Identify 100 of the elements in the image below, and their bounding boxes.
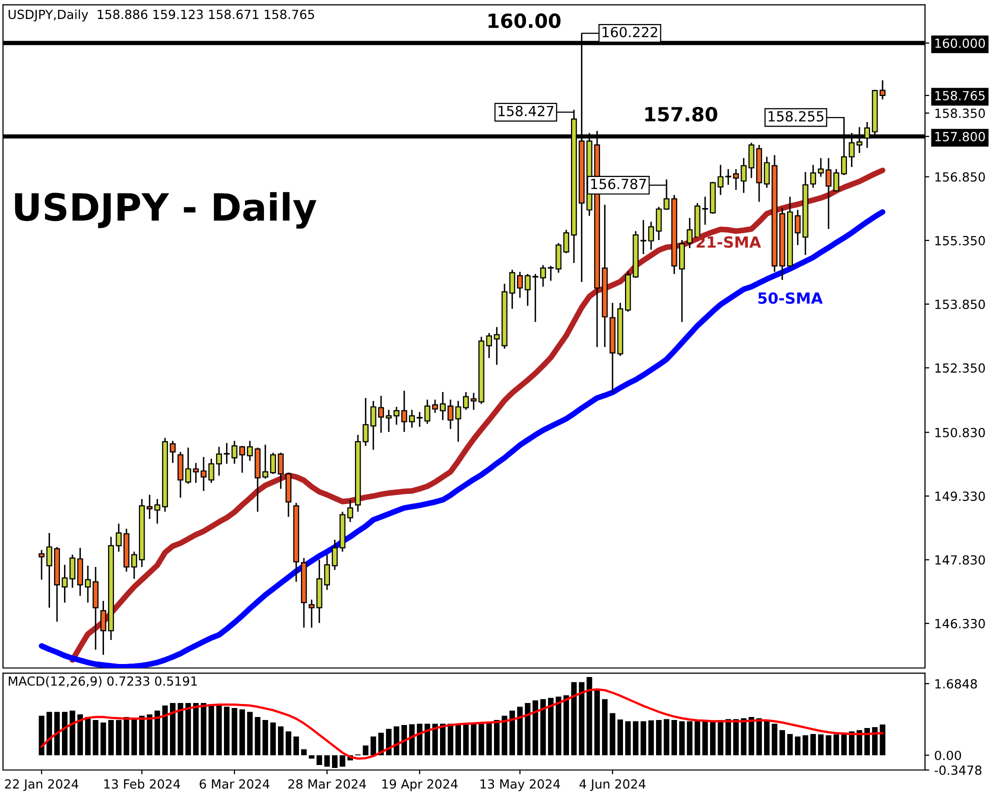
bar (208, 704, 214, 756)
bar (146, 714, 152, 756)
candlestick (455, 400, 462, 442)
y-tick-label: 153.850 (935, 300, 985, 310)
bar (818, 734, 824, 756)
bar (733, 719, 739, 756)
bar (524, 702, 530, 756)
x-tick-label: 4 Jun 2024 (580, 779, 646, 792)
y-tick-label: 160.000 (935, 38, 985, 48)
bar (247, 712, 253, 756)
y-tick-label: 1.6848 (935, 679, 977, 689)
bar (594, 688, 600, 756)
bar (664, 719, 670, 756)
bar (486, 722, 492, 756)
candlestick (100, 600, 106, 656)
y-tick-label: 0.00 (934, 750, 962, 760)
bar (154, 710, 160, 756)
bar (324, 755, 330, 767)
y-tick-label: 152.350 (935, 363, 985, 373)
bar (77, 714, 83, 756)
bar (632, 721, 638, 756)
legend-label: 160.00 (488, 13, 561, 28)
bar (254, 716, 260, 756)
bar (286, 731, 292, 756)
bar (826, 735, 832, 756)
y-tick-label: 150.830 (935, 428, 985, 438)
x-tick-label: 13 Feb 2024 (104, 779, 180, 789)
candlestick (332, 539, 338, 571)
chart-title: MACD(12,26,9) 0.7233 0.5191 (8, 676, 197, 688)
series-label: 50-SMA (758, 292, 823, 304)
bar (92, 720, 98, 756)
bar (517, 706, 523, 756)
bar (239, 709, 245, 756)
bar (779, 730, 786, 756)
candlestick (401, 390, 408, 433)
candlestick (448, 398, 454, 430)
candlestick (46, 532, 52, 608)
annotation: 156.787 (591, 178, 646, 190)
bar (772, 724, 778, 756)
bar (748, 716, 754, 756)
bar (278, 726, 284, 756)
candlestick (308, 598, 315, 628)
bar (617, 720, 624, 756)
bar (810, 734, 816, 756)
bar (718, 720, 724, 756)
series-label: 21-SMA (696, 236, 761, 248)
bar (394, 726, 400, 756)
line-series (40, 688, 884, 760)
bar (448, 724, 454, 756)
candlestick (440, 391, 446, 421)
bar (602, 699, 608, 756)
bar (578, 682, 584, 756)
annotation: 158.427 (498, 106, 554, 116)
chart-title: USDJPY,Daily 158.886 159.123 158.671 158.765 (8, 9, 314, 22)
ref-line-label: 157.80 (645, 106, 718, 122)
bar (686, 721, 692, 756)
annotation: 158.255 (768, 111, 824, 122)
bar (193, 702, 199, 756)
bar (85, 716, 91, 756)
bar (424, 724, 430, 756)
bar (108, 720, 114, 756)
bar (440, 724, 446, 756)
bar (301, 749, 307, 756)
bar (200, 702, 206, 756)
bar (370, 736, 376, 756)
candlestick (556, 242, 562, 274)
y-tick-label: 158.350 (935, 108, 985, 118)
candlestick (386, 409, 392, 433)
bar (308, 755, 314, 759)
bar (502, 716, 508, 756)
x-tick-label: 19 Apr 2024 (382, 779, 458, 792)
x-tick-label: 13 May 2024 (480, 779, 560, 792)
bar (38, 716, 44, 756)
y-tick-label: 157.800 (935, 132, 985, 142)
bar (880, 724, 886, 756)
bar (787, 734, 793, 756)
bar (470, 724, 476, 756)
bar (416, 724, 422, 756)
bar (571, 682, 577, 756)
bar (362, 745, 368, 756)
bar (640, 721, 646, 756)
y-tick-label: 158.765 (935, 90, 985, 100)
y-tick-label: -0.3478 (934, 765, 982, 775)
bar (702, 721, 708, 756)
x-tick-label: 28 Mar 2024 (288, 779, 366, 789)
bar (178, 702, 184, 756)
bar (131, 718, 137, 756)
bar (532, 700, 538, 756)
x-tick-label: 22 Jan 2024 (5, 779, 78, 792)
bar (864, 728, 870, 756)
bar (841, 733, 847, 756)
bar (648, 720, 654, 756)
bar (54, 712, 60, 756)
bar (509, 710, 515, 756)
bar (62, 712, 68, 756)
candlestick (170, 440, 176, 464)
bar (340, 755, 346, 767)
candlestick (563, 229, 570, 254)
bar (463, 724, 469, 756)
bar (232, 708, 238, 756)
